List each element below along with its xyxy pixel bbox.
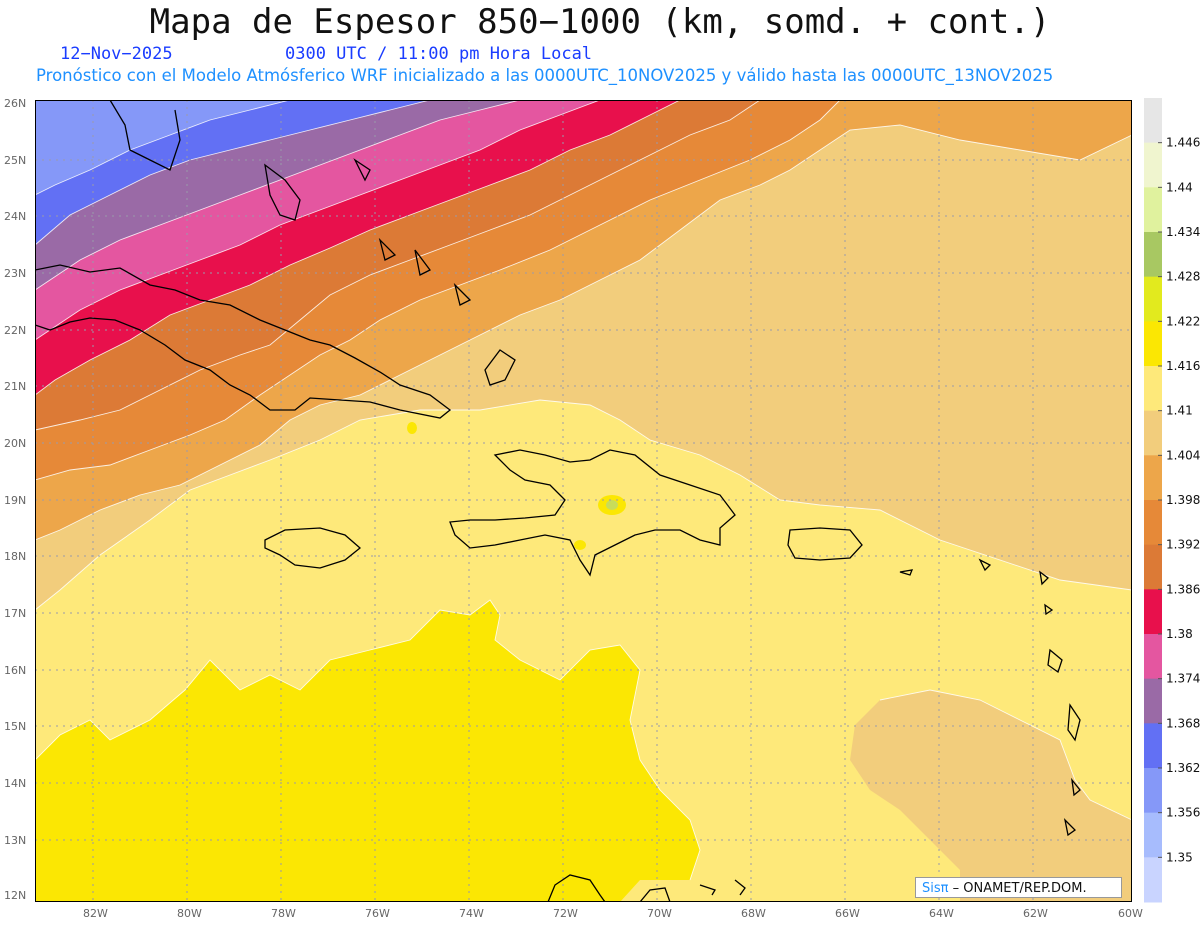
lat-label: 16N [4,664,26,677]
lat-label: 20N [4,437,26,450]
lat-label: 18N [4,550,26,563]
coastlines [35,100,1081,902]
colorbar-label: 1.41 [1166,404,1193,418]
colorbar-swatch [1144,678,1162,724]
lat-label: 19N [4,494,26,507]
sispi-logo-text: Sisπ [922,881,949,896]
florida-coastline [109,100,181,171]
lon-label: 64W [929,907,954,920]
lat-label: 25N [4,154,26,167]
valid-time: 0300 UTC / 11:00 pm Hora Local [285,44,593,64]
colorbar-swatch [1144,187,1162,233]
colorbar-label: 1.434 [1166,225,1200,239]
thickness-1404-band-southeast [850,690,1132,902]
lat-label: 14N [4,777,26,790]
colorbar-swatch [1144,98,1162,144]
colorbar-swatch [1144,232,1162,278]
colorbar-swatch [1144,321,1162,367]
contour-lines [35,100,1132,881]
colorbar-label: 1.38 [1166,627,1193,641]
colorbar-label: 1.416 [1166,359,1200,373]
lat-label: 23N [4,267,26,280]
lon-label: 66W [835,907,860,920]
colorbar-swatch [1144,276,1162,322]
graticule [35,100,1132,902]
lon-label: 60W [1118,907,1143,920]
colorbar-label: 1.398 [1166,493,1200,507]
lat-label: 22N [4,324,26,337]
colorbar-swatch [1144,634,1162,680]
colorbar-swatch [1144,544,1162,590]
lat-label: 21N [4,380,26,393]
colorbar-swatch [1144,410,1162,456]
colorbar-swatch [1144,812,1162,858]
longitude-labels: 82W 80W 78W 76W 74W 72W 70W 68W 66W 64W … [83,907,1143,920]
colorbar-swatch [1144,589,1162,635]
thickness-1416-patch [574,540,586,550]
colorbar: 1.446 1.44 1.434 1.428 1.422 1.416 1.41 1.404 1.… [1144,98,1200,903]
lon-label: 76W [365,907,390,920]
lon-label: 72W [553,907,578,920]
lesser-antilles-coastline [899,558,1081,837]
colorbar-label: 1.404 [1166,448,1200,462]
colorbar-label: 1.446 [1166,136,1200,150]
colorbar-label: 1.44 [1166,180,1193,194]
lat-label: 12N [4,889,26,902]
colorbar-label: 1.392 [1166,538,1200,552]
colorbar-label: 1.368 [1166,716,1200,730]
colorbar-label: 1.362 [1166,761,1200,775]
lon-label: 62W [1023,907,1048,920]
lat-label: 24N [4,210,26,223]
thickness-1428-patch [606,500,618,510]
lat-label: 26N [4,97,26,110]
colorbar-swatch [1144,455,1162,501]
lon-label: 68W [741,907,766,920]
lat-label: 13N [4,834,26,847]
lon-label: 78W [271,907,296,920]
colorbar-swatch [1144,768,1162,814]
bahamas-coastline [264,158,516,386]
map-frame [35,100,1132,902]
lon-label: 82W [83,907,108,920]
colorbar-label: 1.428 [1166,270,1200,284]
thickness-1356-band [35,100,290,195]
map-title: Mapa de Espesor 850−1000 (km, somd. + co… [149,2,1051,42]
colorbar-label: 1.356 [1166,806,1200,820]
model-description: Pronóstico con el Modelo Atmósferico WRF… [36,66,1054,85]
latitude-labels: 26N 25N 24N 23N 22N 21N 20N 19N 18N 17N … [4,97,26,902]
colorbar-label: 1.386 [1166,582,1200,596]
credit-box: Sisπ – ONAMET/REP.DOM. [915,877,1122,898]
hispaniola-coastline [449,449,736,577]
lon-label: 74W [459,907,484,920]
colorbar-swatch [1144,142,1162,188]
colorbar-swatch [1144,366,1162,412]
colorbar-label: 1.35 [1166,850,1193,864]
thickness-1416-patch [407,422,417,434]
puerto-rico-coastline [787,527,863,561]
colorbar-label: 1.374 [1166,672,1200,686]
lat-label: 15N [4,720,26,733]
valid-date: 12−Nov−2025 [60,44,173,64]
lat-label: 17N [4,607,26,620]
south-america-coastline [547,874,746,902]
lon-label: 80W [177,907,202,920]
colorbar-label: 1.422 [1166,314,1200,328]
colorbar-swatch [1144,857,1162,903]
cuba-coastline [35,264,452,419]
thickness-1416-band [35,600,700,902]
colorbar-swatch [1144,500,1162,546]
credit-org: – ONAMET/REP.DOM. [952,881,1087,896]
colorbar-swatch [1144,723,1162,769]
jamaica-coastline [264,527,362,569]
map-fill-layer [35,100,1132,902]
lon-label: 70W [647,907,672,920]
